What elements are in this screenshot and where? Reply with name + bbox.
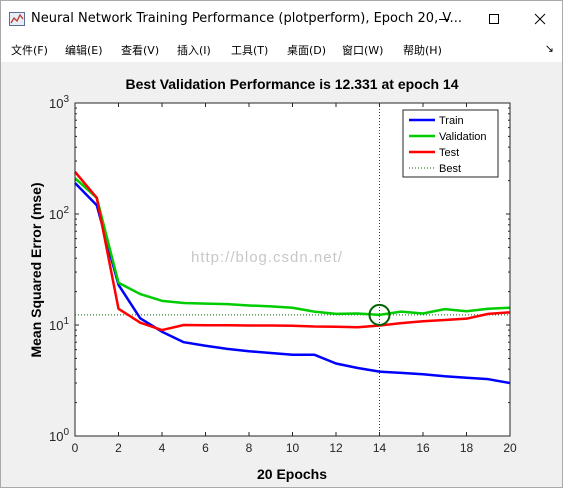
legend: Train Validation Test Best [402,109,499,178]
legend-label-train: Train [439,115,464,127]
menu-tools[interactable]: 工具(T) [231,44,269,57]
menu-file[interactable]: 文件(F) [11,44,48,57]
x-tick-label: 6 [202,441,209,455]
matlab-app-icon [9,12,25,26]
menu-view[interactable]: 查看(V) [121,44,160,57]
menu-help[interactable]: 帮助(H) [403,44,442,57]
x-tick-label: 4 [159,441,166,455]
menu-insert[interactable]: 插入(I) [177,44,211,57]
minimize-icon [439,19,449,20]
y-tick-label: 100 [49,427,69,444]
legend-label-best: Best [439,163,461,175]
chart-title: Best Validation Performance is 12.331 at… [125,76,458,92]
close-icon [534,13,546,25]
x-tick-label: 18 [460,441,474,455]
x-tick-label: 14 [373,441,387,455]
watermark-text: http://blog.csdn.net/ [191,249,343,266]
x-tick-label: 16 [416,441,430,455]
minimize-button[interactable] [421,1,467,37]
title-bar[interactable]: Neural Network Training Performance (plo… [1,1,562,37]
y-tick-label: 102 [49,205,69,222]
best-marker [368,303,391,326]
series-line-train [74,182,511,385]
x-tick-label: 10 [286,441,300,455]
legend-label-validation: Validation [439,131,487,143]
maximize-button[interactable] [471,1,517,37]
close-button[interactable] [517,1,563,37]
menu-edit[interactable]: 编辑(E) [65,44,103,57]
maximize-icon [489,14,499,24]
x-tick-label: 2 [115,441,122,455]
legend-label-test: Test [439,147,459,159]
performance-chart: 0 2 4 6 8 10 12 14 16 18 20 100 101 102 103 Best Valid… [28,76,517,482]
x-tick-label: 12 [329,441,343,455]
y-tick-label: 103 [49,94,69,111]
menu-window[interactable]: 窗口(W) [342,44,384,57]
dock-arrow-icon[interactable]: ↘ [544,43,554,55]
series-line-test [74,170,511,332]
y-tick-label: 101 [49,316,69,333]
y-axis-label: Mean Squared Error (mse) [28,182,44,357]
x-tick-label: 8 [246,441,253,455]
window-title: Neural Network Training Performance (plo… [31,11,462,26]
series-line-validation [74,177,511,317]
x-axis-label: 20 Epochs [257,466,327,482]
menu-desktop[interactable]: 桌面(D) [287,44,327,57]
x-tick-label: 20 [503,441,517,455]
x-tick-label: 0 [72,441,79,455]
figure-canvas: 0 2 4 6 8 10 12 14 16 18 20 100 101 102 103 Best Valid… [1,62,562,487]
axes-box [74,102,511,437]
menu-bar: 文件(F) 编辑(E) 查看(V) 插入(I) 工具(T) 桌面(D) 窗口(W… [1,39,562,61]
